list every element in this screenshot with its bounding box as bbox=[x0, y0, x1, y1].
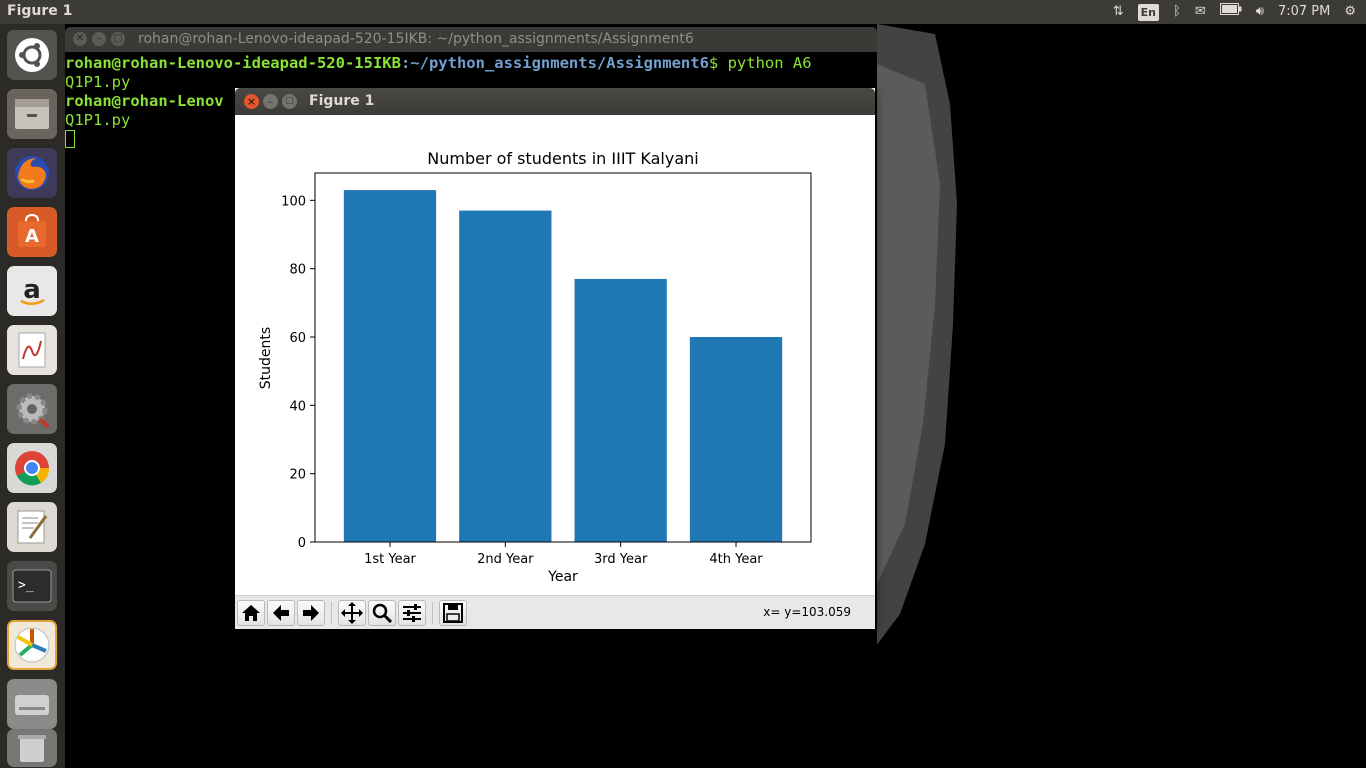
x-axis-label: Year bbox=[547, 569, 578, 585]
y-tick-label: 20 bbox=[289, 468, 306, 483]
output-line: Q1P1.py bbox=[65, 73, 131, 91]
terminal-close-icon[interactable]: ✕ bbox=[73, 32, 87, 46]
maximize-icon[interactable]: □ bbox=[282, 94, 297, 109]
toolbar-separator bbox=[331, 602, 332, 624]
svg-text:>_: >_ bbox=[18, 578, 34, 593]
y-tick-label: 80 bbox=[289, 263, 306, 278]
forward-arrow-icon[interactable] bbox=[297, 600, 325, 626]
document-viewer-icon[interactable] bbox=[7, 325, 57, 375]
files-icon[interactable] bbox=[7, 89, 57, 139]
clock[interactable]: 7:07 PM bbox=[1277, 4, 1331, 19]
keyboard-layout-indicator[interactable]: En bbox=[1137, 3, 1160, 21]
ubuntu-dash-icon[interactable] bbox=[7, 30, 57, 80]
prompt-user: rohan@rohan-Lenovo-ideapad-520-15IKB bbox=[65, 54, 401, 72]
chart-title: Number of students in IIIT Kalyani bbox=[427, 149, 698, 168]
home-icon[interactable] bbox=[237, 600, 265, 626]
launcher: A a >_ bbox=[0, 24, 65, 768]
indicator-area: ⇅ En ᛒ ✉ 🔊︎ 7:07 PM ⚙ bbox=[1113, 2, 1356, 22]
figure-window[interactable]: × – □ Figure 1 Number of students in III… bbox=[235, 88, 875, 629]
chrome-icon[interactable] bbox=[7, 443, 57, 493]
output-line: Q1P1.py bbox=[65, 111, 131, 129]
mail-icon[interactable]: ✉ bbox=[1194, 4, 1206, 19]
battery-icon[interactable] bbox=[1219, 2, 1242, 22]
prompt-path: :~/python_assignments/Assignment6 bbox=[400, 54, 709, 72]
command-text: $ python A6 bbox=[708, 54, 812, 72]
plot-area-frame bbox=[314, 172, 812, 543]
toolbar-separator bbox=[432, 602, 433, 624]
bar-2nd-year bbox=[459, 210, 552, 542]
terminal-maximize-icon[interactable]: □ bbox=[111, 32, 125, 46]
save-icon[interactable] bbox=[439, 600, 467, 626]
bar-4th-year bbox=[689, 337, 783, 542]
terminal-titlebar[interactable]: ✕ – □ rohan@rohan-Lenovo-ideapad-520-15I… bbox=[65, 27, 877, 52]
svg-text:A: A bbox=[25, 226, 39, 247]
x-axis: 1st Year 2nd Year 3rd Year 4th Year bbox=[364, 542, 763, 567]
y-tick-label: 60 bbox=[289, 331, 306, 346]
text-editor-icon[interactable] bbox=[7, 502, 57, 552]
bar-3rd-year bbox=[574, 278, 667, 542]
x-tick-label: 2nd Year bbox=[477, 552, 534, 567]
amazon-icon[interactable]: a bbox=[7, 266, 57, 316]
volume-icon[interactable]: 🔊︎ bbox=[1255, 4, 1264, 19]
active-app-title: Figure 1 bbox=[7, 3, 73, 19]
disk-drive-icon[interactable] bbox=[7, 679, 57, 729]
trash-icon[interactable] bbox=[7, 729, 57, 767]
network-icon[interactable]: ⇅ bbox=[1112, 4, 1124, 19]
terminal-cursor bbox=[65, 130, 75, 148]
back-arrow-icon[interactable] bbox=[267, 600, 295, 626]
settings-gear-icon[interactable]: ⚙ bbox=[1344, 4, 1356, 19]
matplotlib-toolbar: x= y=103.059 bbox=[235, 595, 875, 629]
terminal-title: rohan@rohan-Lenovo-ideapad-520-15IKB: ~/… bbox=[138, 31, 694, 47]
coordinate-readout: x= y=103.059 bbox=[763, 605, 851, 619]
y-tick-label: 40 bbox=[289, 399, 306, 414]
y-tick-label: 0 bbox=[298, 536, 306, 551]
top-panel: Figure 1 ⇅ En ᛒ ✉ 🔊︎ 7:07 PM ⚙ bbox=[0, 0, 1366, 24]
bar-1st-year bbox=[343, 190, 437, 542]
bar-chart[interactable]: Number of students in IIIT Kalyani 0 20 40… bbox=[235, 115, 875, 595]
x-tick-label: 1st Year bbox=[364, 552, 416, 567]
zoom-icon[interactable] bbox=[368, 600, 396, 626]
firefox-icon[interactable] bbox=[7, 148, 57, 198]
svg-text:a: a bbox=[23, 275, 41, 305]
close-icon[interactable]: × bbox=[244, 94, 259, 109]
x-tick-label: 4th Year bbox=[709, 552, 763, 567]
matplotlib-figure-icon[interactable] bbox=[7, 620, 57, 670]
figure-window-title: Figure 1 bbox=[309, 93, 375, 109]
terminal-minimize-icon[interactable]: – bbox=[92, 32, 106, 46]
software-center-icon[interactable]: A bbox=[7, 207, 57, 257]
y-axis-label: Students bbox=[258, 327, 274, 389]
terminal-output[interactable]: rohan@rohan-Lenovo-ideapad-520-15IKB:~/p… bbox=[65, 54, 877, 149]
x-tick-label: 3rd Year bbox=[594, 552, 648, 567]
bars-group bbox=[343, 190, 783, 542]
prompt-user: rohan@rohan-Lenov bbox=[65, 92, 224, 110]
system-settings-icon[interactable] bbox=[7, 384, 57, 434]
minimize-icon[interactable]: – bbox=[263, 94, 278, 109]
pan-icon[interactable] bbox=[338, 600, 366, 626]
figure-titlebar[interactable]: × – □ Figure 1 bbox=[235, 88, 875, 115]
y-axis: 0 20 40 60 80 100 bbox=[281, 194, 315, 551]
bluetooth-icon[interactable]: ᛒ bbox=[1173, 4, 1181, 19]
terminal-icon[interactable]: >_ bbox=[7, 561, 57, 611]
configure-subplots-icon[interactable] bbox=[398, 600, 426, 626]
y-tick-label: 100 bbox=[281, 194, 306, 209]
